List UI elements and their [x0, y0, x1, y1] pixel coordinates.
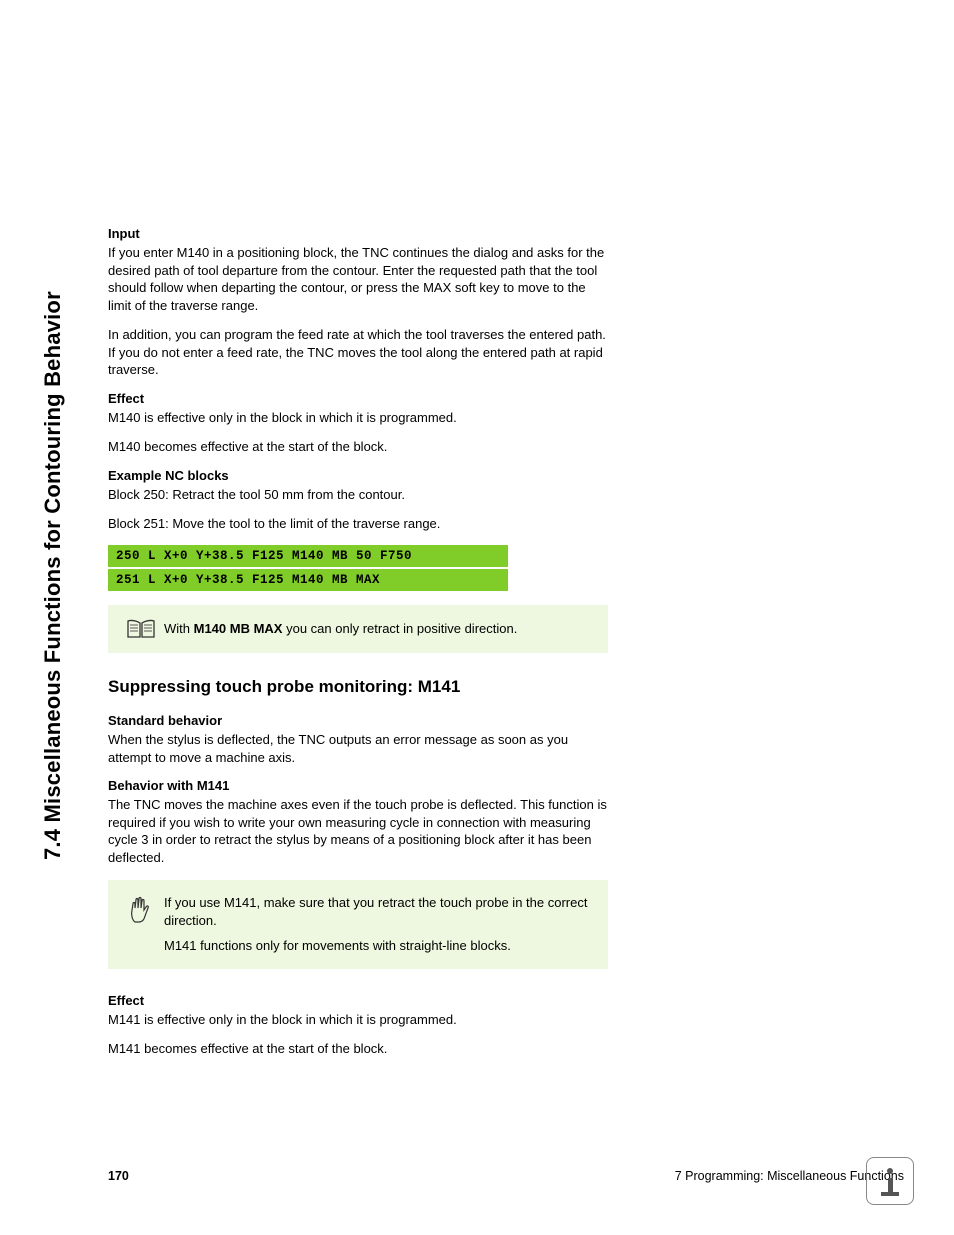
heading-input: Input	[108, 226, 608, 241]
hand-icon	[122, 894, 160, 924]
paragraph: The TNC moves the machine axes even if t…	[108, 796, 608, 866]
note-text: If you use M141, make sure that you retr…	[160, 894, 594, 955]
heading-effect: Effect	[108, 993, 608, 1008]
paragraph: M140 becomes effective at the start of t…	[108, 438, 608, 456]
paragraph: If you enter M140 in a positioning block…	[108, 244, 608, 314]
page-content: Input If you enter M140 in a positioning…	[108, 226, 608, 1070]
paragraph: If you use M141, make sure that you retr…	[164, 894, 594, 929]
page-number: 170	[108, 1169, 129, 1183]
heading-effect: Effect	[108, 391, 608, 406]
bold-text: M140 MB MAX	[194, 621, 283, 636]
heading-m141: Suppressing touch probe monitoring: M141	[108, 677, 608, 697]
paragraph: M141 becomes effective at the start of t…	[108, 1040, 608, 1058]
code-line: 250 L X+0 Y+38.5 F125 M140 MB 50 F750	[108, 545, 508, 567]
caution-callout: If you use M141, make sure that you retr…	[108, 880, 608, 969]
paragraph: M141 is effective only in the block in w…	[108, 1011, 608, 1029]
heading-standard: Standard behavior	[108, 713, 608, 728]
paragraph: M141 functions only for movements with s…	[164, 937, 594, 955]
note-callout: With M140 MB MAX you can only retract in…	[108, 605, 608, 653]
info-icon	[866, 1157, 914, 1205]
code-line: 251 L X+0 Y+38.5 F125 M140 MB MAX	[108, 569, 508, 591]
paragraph: Block 250: Retract the tool 50 mm from t…	[108, 486, 608, 504]
paragraph: M140 is effective only in the block in w…	[108, 409, 608, 427]
note-text: With M140 MB MAX you can only retract in…	[160, 620, 517, 638]
paragraph: In addition, you can program the feed ra…	[108, 326, 608, 379]
text-span: you can only retract in positive directi…	[282, 621, 517, 636]
page-footer: 170 7 Programming: Miscellaneous Functio…	[108, 1169, 904, 1183]
paragraph: When the stylus is deflected, the TNC ou…	[108, 731, 608, 766]
book-icon	[122, 617, 160, 641]
heading-behavior-m141: Behavior with M141	[108, 778, 608, 793]
heading-example: Example NC blocks	[108, 468, 608, 483]
text-span: With	[164, 621, 194, 636]
paragraph: Block 251: Move the tool to the limit of…	[108, 515, 608, 533]
section-side-tab: 7.4 Miscellaneous Functions for Contouri…	[40, 220, 66, 860]
